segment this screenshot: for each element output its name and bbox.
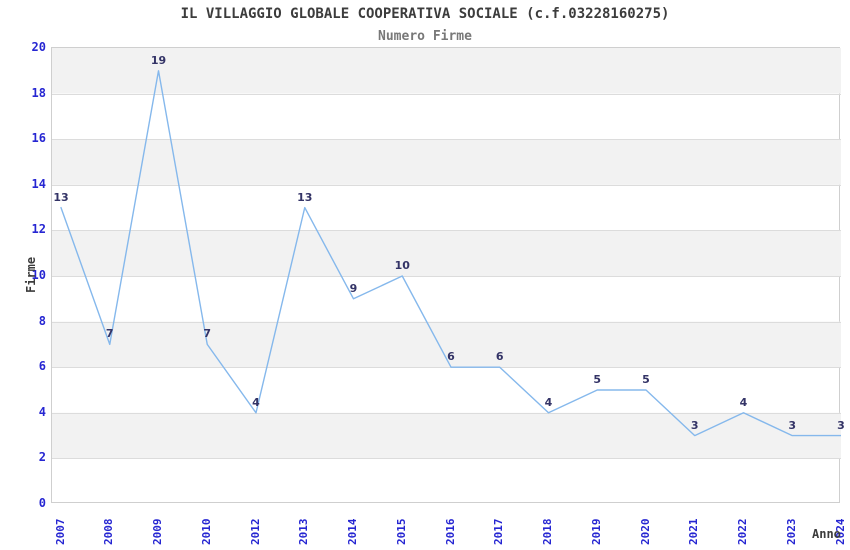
x-tick-label: 2012 xyxy=(248,518,262,546)
point-label: 13 xyxy=(297,190,313,204)
y-tick-label: 4 xyxy=(38,404,46,419)
x-tick-label: 2018 xyxy=(541,518,554,546)
point-label: 10 xyxy=(394,259,410,272)
point-label: 13 xyxy=(53,190,69,204)
point-label: 5 xyxy=(593,373,602,386)
y-axis-title: Firme xyxy=(24,256,38,293)
point-label: 3 xyxy=(837,418,845,432)
y-tick-label: 20 xyxy=(31,40,46,54)
x-tick-label: 2017 xyxy=(492,518,506,546)
chart-subtitle: Numero Firme xyxy=(378,29,472,44)
point-label: 7 xyxy=(203,327,212,341)
point-label: 3 xyxy=(690,418,699,432)
y-tick-label: 8 xyxy=(38,313,46,328)
x-tick-label: 2010 xyxy=(199,518,213,546)
x-tick-label: 2020 xyxy=(638,518,652,546)
chart-title: IL VILLAGGIO GLOBALE COOPERATIVA SOCIALE… xyxy=(180,6,670,22)
x-tick-label: 2007 xyxy=(53,518,67,546)
point-label: 7 xyxy=(105,327,114,341)
plot-area: 13 7 19 7 4 13 9 10 6 6 4 5 5 3 4 3 3 xyxy=(51,47,845,503)
point-label: 4 xyxy=(252,395,260,409)
x-tick-label: 2008 xyxy=(102,518,116,546)
point-label: 6 xyxy=(447,350,455,364)
x-tick-label: 2009 xyxy=(151,518,164,546)
y-tick-label: 2 xyxy=(38,450,46,465)
x-tick-label: 2016 xyxy=(443,518,457,546)
point-label: 4 xyxy=(544,395,553,409)
x-tick-label: 2022 xyxy=(736,518,749,546)
x-axis-title: Anno xyxy=(812,527,841,541)
band xyxy=(52,412,841,459)
band xyxy=(52,139,841,185)
y-tick-label: 12 xyxy=(31,222,46,237)
point-label: 9 xyxy=(349,281,358,295)
x-tick-label: 2014 xyxy=(346,518,359,546)
band xyxy=(52,48,841,94)
y-tick-label: 18 xyxy=(31,85,46,100)
y-tick-label: 14 xyxy=(31,176,46,191)
point-label: 19 xyxy=(150,53,167,67)
x-tick-label: 2015 xyxy=(394,518,408,546)
x-tick-label: 2021 xyxy=(687,518,701,546)
point-label: 6 xyxy=(495,350,504,364)
point-label: 4 xyxy=(739,395,748,409)
series-line xyxy=(60,70,841,437)
y-tick-label: 0 xyxy=(38,496,46,510)
point-label: 3 xyxy=(788,418,797,432)
x-tick-label: 2023 xyxy=(784,518,798,546)
y-tick-label: 6 xyxy=(38,359,46,374)
band xyxy=(52,230,841,276)
point-label: 5 xyxy=(642,373,650,386)
x-tick-label: 2013 xyxy=(297,518,311,546)
line-chart-canvas xyxy=(52,48,841,459)
y-tick-label: 16 xyxy=(31,131,46,146)
y-tick-label: 10 xyxy=(31,268,46,282)
x-tick-label: 2019 xyxy=(589,518,603,546)
